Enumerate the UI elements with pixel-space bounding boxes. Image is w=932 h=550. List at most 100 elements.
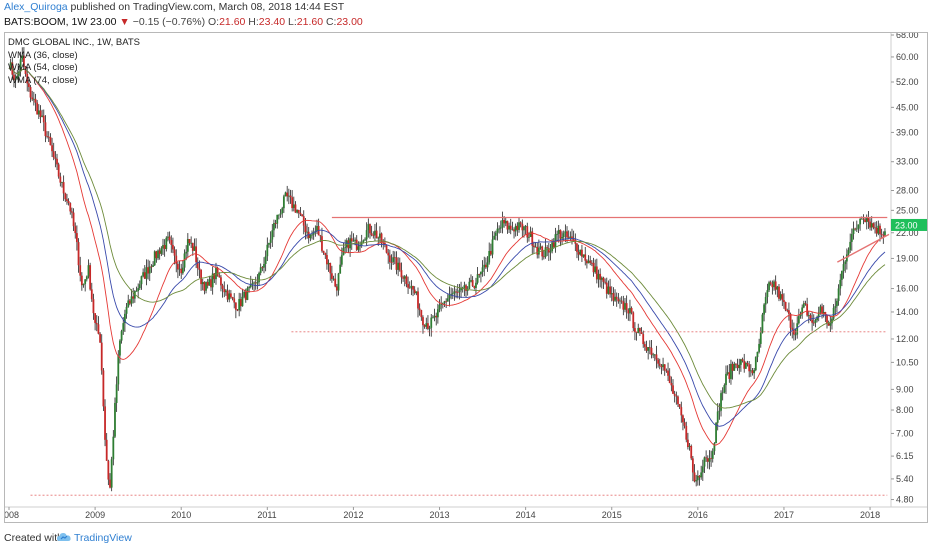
candle-body <box>170 240 173 245</box>
candle-body <box>145 267 148 279</box>
candle-body <box>178 268 181 270</box>
candle-body <box>609 286 611 295</box>
candle-body <box>296 210 299 213</box>
candle-body <box>655 354 658 360</box>
candle-body <box>657 359 660 364</box>
candle-body <box>140 276 143 285</box>
candle-body <box>590 262 593 264</box>
candle-body <box>690 445 693 459</box>
candle-body <box>143 272 146 279</box>
candle-body <box>425 323 428 327</box>
candle-body <box>319 235 322 237</box>
candle-body <box>493 235 496 240</box>
candle-body <box>309 234 312 239</box>
candle-body <box>71 211 73 213</box>
candle-body <box>879 225 881 234</box>
candle-body <box>470 280 472 282</box>
candle-body <box>865 217 868 223</box>
candle-body <box>811 319 814 323</box>
open-value: 21.60 <box>219 16 246 28</box>
candle-body <box>620 300 623 302</box>
candle-body <box>160 248 163 254</box>
candle-body <box>706 458 709 462</box>
candle-body <box>168 236 171 241</box>
candle-body <box>501 220 504 228</box>
candle-body <box>478 274 481 275</box>
candle-body <box>370 233 373 236</box>
candle-body <box>506 220 509 230</box>
candle-body <box>210 279 212 288</box>
author-link[interactable]: Alex_Quiroga <box>4 1 68 13</box>
candle-body <box>531 231 534 246</box>
candle-body <box>203 282 206 291</box>
candle-body <box>819 306 822 313</box>
candle-body <box>289 195 292 198</box>
candle-body <box>440 303 443 305</box>
candle-body <box>826 315 828 324</box>
published-text: published on TradingView.com, March 08, … <box>70 1 345 13</box>
candle-body <box>276 214 279 224</box>
candle-body <box>473 286 476 289</box>
candles-group <box>9 47 886 492</box>
candle-body <box>216 267 219 276</box>
candle-body <box>700 472 703 478</box>
candle-body <box>860 218 863 220</box>
candle-body <box>67 200 70 203</box>
y-tick-label: 25.00 <box>896 205 919 215</box>
candle-body <box>799 314 802 317</box>
candle-body <box>483 264 486 268</box>
x-tick-label: 2017 <box>774 510 794 520</box>
footer: Created with TradingView <box>0 527 932 550</box>
candle-body <box>600 277 603 280</box>
candle-body <box>287 195 290 197</box>
candle-body <box>862 218 865 220</box>
candle-body <box>696 475 699 481</box>
candle-body <box>455 291 457 293</box>
candle-body <box>850 234 853 242</box>
candle-body <box>494 232 497 236</box>
candle-body <box>849 241 852 251</box>
candle-body <box>513 229 515 232</box>
candle-body <box>354 239 356 241</box>
x-tick-label: 2016 <box>688 510 708 520</box>
candle-body <box>345 240 348 248</box>
candle-body <box>87 265 90 277</box>
candle-body <box>115 384 118 403</box>
candle-body <box>566 231 568 238</box>
chart-panel[interactable]: 4.80 5.40 6.15 7.00 8.00 9.00 10.50 12.00 14.00 1… <box>4 32 928 523</box>
candle-body <box>761 314 764 333</box>
candle-body <box>263 263 265 268</box>
candle-body <box>74 226 77 234</box>
candle-body <box>650 347 653 355</box>
candle-body <box>117 355 120 385</box>
candle-body <box>61 182 63 183</box>
candle-body <box>539 246 542 248</box>
candle-body <box>698 475 701 478</box>
candle-body <box>286 192 289 197</box>
candle-body <box>643 344 646 347</box>
candle-body <box>279 213 282 215</box>
candle-body <box>142 272 145 277</box>
candle-body <box>436 309 439 318</box>
candle-body <box>625 303 628 311</box>
candle-body <box>152 265 154 267</box>
candle-body <box>766 290 769 298</box>
legend-wma-36: WMA (36, close) <box>8 49 78 61</box>
candle-body <box>387 252 390 256</box>
candle-body <box>26 73 29 84</box>
candle-body <box>595 266 598 280</box>
candle-body <box>753 370 756 374</box>
candle-body <box>691 458 694 473</box>
candle-body <box>92 299 95 314</box>
candle-body <box>518 222 520 230</box>
candle-body <box>183 253 186 268</box>
candle-body <box>508 225 510 230</box>
tradingview-brand-link[interactable]: TradingView <box>74 532 132 544</box>
price-chart[interactable]: 4.80 5.40 6.15 7.00 8.00 9.00 10.50 12.00 14.00 1… <box>5 33 927 522</box>
legend-wma-54: WMA (54, close) <box>8 62 78 73</box>
candle-body <box>465 285 467 291</box>
candle-body <box>441 302 444 304</box>
candle-body <box>576 243 578 252</box>
candle-body <box>77 242 80 266</box>
candle-body <box>94 313 97 323</box>
